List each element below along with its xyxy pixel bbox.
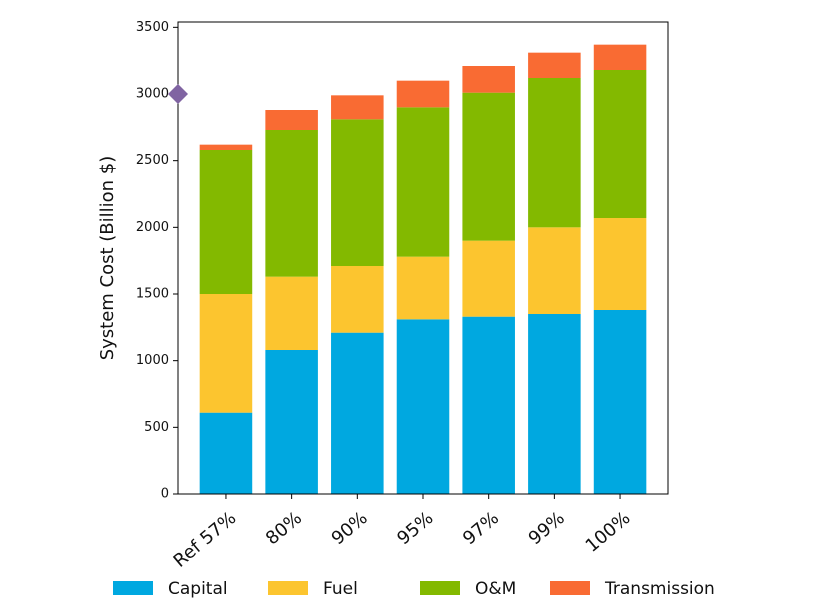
bar-segment — [199, 412, 253, 494]
x-tick-label: Ref 57% — [170, 508, 241, 572]
y-tick-label: 1500 — [136, 287, 169, 302]
bar-segment — [396, 319, 450, 494]
legend-label: Capital — [168, 579, 228, 599]
bar-segment — [331, 266, 384, 333]
x-tick-label: 97% — [459, 508, 503, 550]
bar-segment — [199, 144, 253, 150]
legend-label: Fuel — [323, 579, 358, 599]
bar-segment — [265, 350, 318, 494]
y-tick-label: 1000 — [136, 353, 169, 368]
bar-segment — [528, 314, 581, 494]
bar-segment — [331, 119, 384, 266]
bar-segment — [199, 150, 253, 294]
marker — [168, 84, 188, 104]
legend-swatch — [420, 581, 460, 595]
y-tick-label: 2500 — [136, 153, 169, 168]
bar-segment — [462, 240, 515, 317]
x-tick-label: 99% — [525, 508, 569, 550]
plot-frame — [177, 21, 669, 495]
bar-segment — [396, 80, 450, 108]
bar-segment — [265, 276, 318, 350]
legend-swatch — [113, 581, 153, 595]
bar-segment — [593, 310, 647, 494]
bar-segment — [265, 130, 318, 277]
bar-segment — [331, 95, 384, 120]
bar-segment — [593, 70, 647, 218]
legend-swatch — [550, 581, 590, 595]
bar-segment — [396, 256, 450, 320]
bar-segment — [462, 66, 515, 93]
y-tick-label: 0 — [161, 487, 169, 502]
legend-label: O&M — [475, 579, 516, 599]
x-tick-label: 100% — [582, 508, 635, 557]
bar-segment — [331, 332, 384, 494]
y-tick-label: 2000 — [136, 220, 169, 235]
legend-label: Transmission — [604, 579, 715, 599]
bar-segment — [265, 110, 318, 130]
bar-segment — [528, 227, 581, 314]
x-tick-label: 80% — [262, 508, 306, 550]
bar-segment — [528, 52, 581, 78]
y-tick-label: 500 — [144, 420, 169, 435]
bar-segment — [593, 44, 647, 70]
x-tick-label: 95% — [393, 508, 437, 550]
bar-segment — [593, 218, 647, 310]
x-tick-label: 90% — [328, 508, 372, 550]
y-tick-label: 3500 — [136, 20, 169, 35]
y-tick-label: 3000 — [136, 87, 169, 102]
bar-segment — [462, 92, 515, 241]
legend-swatch — [268, 581, 308, 595]
bar-segment — [199, 294, 253, 413]
bar-segment — [396, 107, 450, 257]
y-axis-label: System Cost (Billion $) — [97, 156, 118, 361]
bar-segment — [528, 78, 581, 228]
bar-segment — [462, 316, 515, 494]
